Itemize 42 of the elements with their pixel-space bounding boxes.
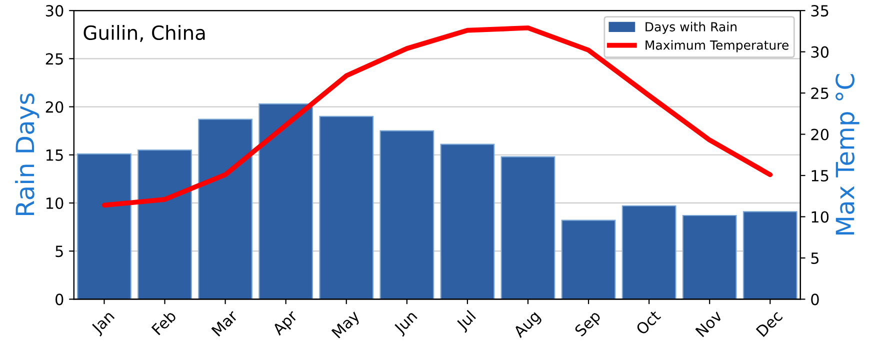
bar [561,220,616,300]
x-tick-label: Dec [756,310,784,338]
y2-tick-label: 5 [811,252,819,264]
legend-label: Days with Rain [646,22,736,34]
bar [440,144,495,300]
x-tick-label: Mar [211,309,239,337]
x-tick-label: Feb [151,310,177,336]
y-axis-title: Rain Days [15,93,40,216]
text: Guilin, China [84,24,205,42]
y2-tick-label: 15 [812,170,828,182]
y2-axis-title: Max Temp °C [836,74,860,235]
bar [319,116,374,300]
y-tick-label: 15 [46,150,63,161]
y-tick-label: 30 [46,5,64,17]
y-tick-label: 20 [46,101,64,113]
y-tick-label: 10 [46,197,64,210]
x-tick-label: Oct [635,309,662,336]
y2-tick-label: 0 [811,294,819,306]
y2-tick-label: 35 [811,5,828,17]
y2-tick-label: 30 [811,46,829,58]
y-tick-label: 25 [46,53,63,65]
bar [682,214,737,300]
y-tick-label: 0 [56,294,64,306]
x-tick-label: Apr [272,309,300,338]
bar [380,130,434,300]
bar [742,211,798,300]
bar [198,118,252,300]
y2-tick-label: 25 [811,87,828,100]
x-tick-label: Jan [90,310,117,337]
x-tick-label: Nov [695,310,723,338]
x-tick-label: Sep [574,310,604,340]
bar [500,156,556,300]
bar [258,103,314,300]
y2-tick-label: 10 [812,211,829,223]
legend-label: Maximum Temperature [646,40,788,52]
bar [622,205,676,300]
y2-tick-label: 20 [811,128,829,140]
y-tick-label: 5 [56,246,63,258]
bar [138,150,192,300]
bar [77,153,132,300]
x-tick-label: Jun [393,310,420,337]
x-tick-label: Jul [455,310,478,333]
